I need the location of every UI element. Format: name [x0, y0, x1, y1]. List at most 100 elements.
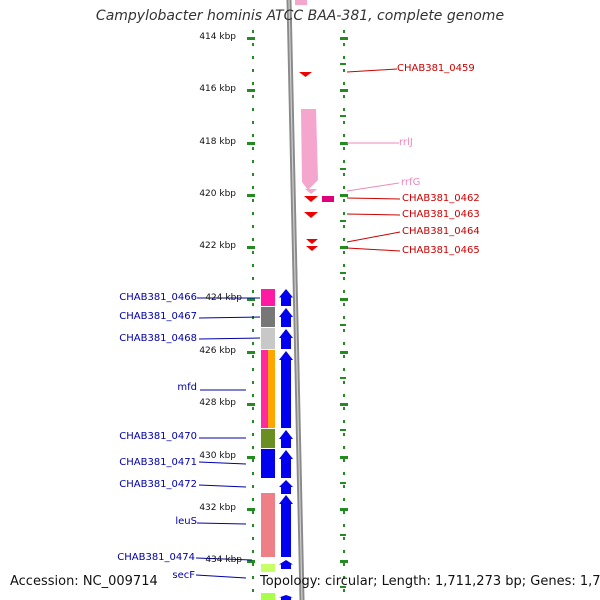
gene-label-left: CHAB381_0472 — [119, 479, 197, 490]
right-track-dot — [343, 472, 345, 475]
right-track-dot — [343, 407, 345, 410]
map-title: Campylobacter hominis ATCC BAA-381, comp… — [95, 8, 505, 24]
left-track-dot — [252, 576, 254, 579]
kbp-tick-left — [247, 298, 255, 301]
gene-label-left: CHAB381_0470 — [119, 431, 197, 442]
gene-label-right: CHAB381_0465 — [402, 245, 480, 256]
left-track-dot — [252, 394, 254, 397]
kbp-tick-right — [340, 403, 348, 406]
label-leader-right — [346, 68, 398, 73]
label-leader-left — [198, 337, 261, 340]
right-track-dot — [343, 394, 345, 397]
right-track-dot — [343, 186, 345, 189]
right-track-dot — [343, 550, 345, 553]
left-track-dot — [252, 56, 254, 59]
gene-color-block — [261, 493, 275, 557]
left-track-dot — [252, 381, 254, 384]
kbp-tick-label: 416 kbp — [199, 84, 236, 94]
gene-label-right: rrfG — [401, 177, 421, 188]
left-track-dot — [252, 238, 254, 241]
kbp-tick-right — [340, 508, 348, 511]
label-leader-right — [346, 231, 401, 243]
left-track-dot — [252, 485, 254, 488]
left-track-dot — [252, 407, 254, 410]
gene-0459-marker — [299, 72, 312, 77]
right-track-dot — [343, 134, 345, 137]
right-track-dot — [343, 251, 345, 254]
gene-label-left: CHAB381_0474 — [117, 552, 195, 563]
kbp-tick-left — [247, 37, 255, 40]
label-leader-left — [198, 484, 247, 488]
kbp-tick-label: 422 kbp — [199, 241, 236, 251]
right-track-dot — [343, 576, 345, 579]
left-track-dot — [252, 121, 254, 124]
left-track-dot — [252, 160, 254, 163]
left-track-dot — [252, 511, 254, 514]
left-track-dot — [252, 69, 254, 72]
gene-label-right: rrlJ — [399, 137, 413, 148]
kbp-tick-right — [340, 194, 348, 197]
left-track-dot — [252, 264, 254, 267]
right-track-dot — [343, 329, 345, 332]
left-track-dot — [252, 95, 254, 98]
right-track-dot — [343, 43, 345, 46]
right-track-dot — [343, 121, 345, 124]
cds-arrow — [279, 495, 293, 557]
left-track-dot — [252, 173, 254, 176]
right-track-dot — [343, 173, 345, 176]
left-track-dot — [252, 82, 254, 85]
kbp-minor-tick — [340, 377, 346, 379]
left-track-dot — [252, 472, 254, 475]
cds-arrow — [279, 329, 293, 349]
kbp-tick-right — [340, 89, 348, 92]
label-leader-left — [198, 316, 261, 319]
gene-color-block — [261, 429, 275, 448]
left-track-dot — [252, 589, 254, 592]
gene-label-left: CHAB381_0468 — [119, 333, 197, 344]
right-track-dot — [343, 95, 345, 98]
label-leader-left — [195, 557, 253, 561]
right-track-dot — [343, 147, 345, 150]
right-track-dot — [343, 524, 345, 527]
left-track-dot — [252, 186, 254, 189]
right-track-dot — [343, 485, 345, 488]
kbp-minor-tick — [340, 586, 346, 588]
cds-arrow — [279, 351, 293, 428]
left-track-dot — [252, 303, 254, 306]
accession-text: Accession: NC_009714 — [10, 574, 158, 589]
left-track-dot — [252, 225, 254, 228]
kbp-tick-right — [340, 37, 348, 40]
gene-label-left: secF — [172, 570, 195, 581]
left-track-dot — [252, 199, 254, 202]
cds-arrow — [279, 595, 293, 600]
right-track-dot — [343, 212, 345, 215]
left-track-dot — [252, 212, 254, 215]
label-leader-left — [195, 574, 247, 579]
cds-arrow — [279, 450, 293, 478]
label-leader-left — [196, 522, 247, 525]
cds-arrow — [279, 430, 293, 448]
gene-0463-marker — [304, 212, 318, 218]
kbp-tick-right — [340, 351, 348, 354]
left-track-dot — [252, 498, 254, 501]
cds-arrow — [279, 289, 293, 306]
kbp-tick-right — [340, 246, 348, 249]
kbp-minor-tick — [340, 272, 346, 274]
label-leader-right — [346, 197, 401, 200]
left-track-dot — [252, 459, 254, 462]
gene-label-right: CHAB381_0462 — [402, 193, 480, 204]
kbp-tick-label: 430 kbp — [199, 451, 236, 461]
label-leader-right — [346, 247, 401, 252]
right-track-dot — [343, 589, 345, 592]
left-track-dot — [252, 524, 254, 527]
kbp-tick-left — [247, 89, 255, 92]
right-track-dot — [343, 56, 345, 59]
cds-arrow — [279, 560, 293, 569]
right-track-dot — [343, 368, 345, 371]
kbp-tick-left — [247, 142, 255, 145]
left-track-dot — [252, 550, 254, 553]
gene-label-right: CHAB381_0463 — [402, 209, 480, 220]
cds-arrow — [279, 308, 293, 327]
label-leader-right — [346, 182, 400, 192]
left-track-dot — [252, 355, 254, 358]
